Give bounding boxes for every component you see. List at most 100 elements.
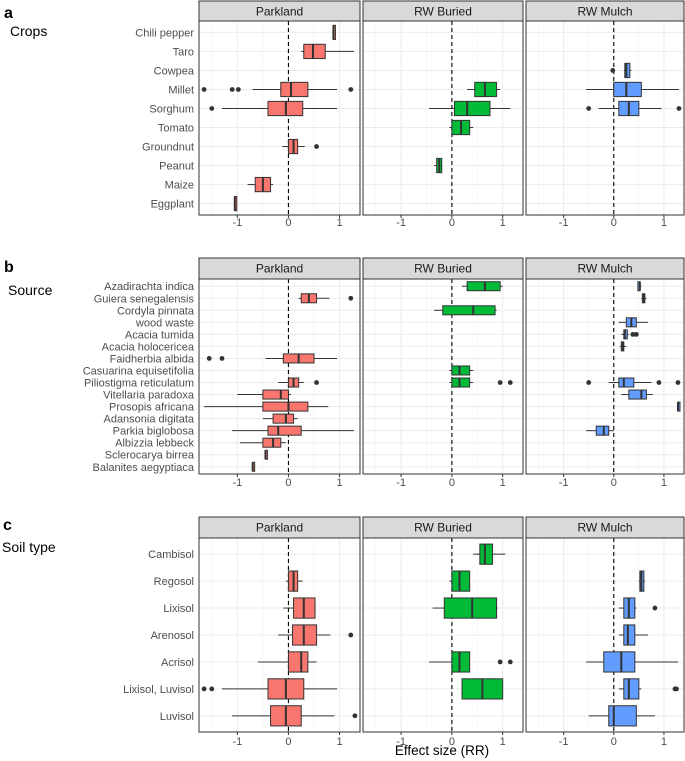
boxplot-sclerocarya-birrea	[264, 449, 268, 460]
boxplot-lixisol	[432, 597, 498, 619]
outlier-point	[586, 380, 592, 385]
category-label: Arenosol	[151, 630, 194, 642]
x-tick-label: 0	[611, 217, 617, 229]
facet-row-title: Source	[8, 282, 53, 298]
boxplot-balanites-aegyptiaca	[251, 461, 256, 472]
iqr-box	[443, 597, 498, 619]
outlier-point	[676, 106, 682, 111]
category-label: Casuarina equisetifolia	[83, 365, 195, 377]
category-label: Guiera senegalensis	[94, 293, 195, 305]
x-tick-label: -1	[232, 217, 242, 229]
facet-strip-label: RW Buried	[414, 521, 472, 535]
outlier-point	[219, 356, 225, 361]
boxplot-groundnut	[282, 138, 319, 155]
x-tick-label: 1	[336, 736, 342, 748]
category-label: Acrisol	[161, 657, 194, 669]
facet-strip-label: RW Buried	[414, 5, 472, 19]
boxplot-parkia-biglobosa	[232, 425, 354, 436]
iqr-box	[287, 651, 309, 673]
outlier-point	[348, 87, 354, 92]
iqr-box	[451, 377, 471, 388]
category-label: Parkia biglobosa	[113, 426, 195, 438]
iqr-box	[262, 389, 289, 400]
panel-background	[526, 21, 684, 215]
x-tick-label: -1	[559, 736, 569, 748]
panel-border	[362, 278, 524, 475]
x-tick-label: -1	[559, 477, 569, 489]
iqr-box	[453, 100, 491, 117]
panel-border	[362, 537, 524, 733]
boxplot-vitellaria-paradoxa	[237, 389, 291, 400]
facet-row-title: Crops	[10, 23, 47, 39]
panel-border	[198, 278, 361, 475]
boxplot-chili-pepper	[332, 24, 336, 41]
iqr-box	[623, 678, 640, 700]
category-label: Lixisol, Luvisol	[123, 684, 194, 696]
outlier-point	[314, 144, 319, 149]
category-label: Piliostigma reticulatum	[84, 378, 194, 390]
facet-row-c: c Soil type Cambisol Regosol Lixisol Arenosol…	[2, 516, 685, 748]
boxplot-guiera-senegalensis	[298, 293, 354, 304]
facet-strip-label: RW Mulch	[577, 262, 632, 276]
panel-tag: c	[3, 517, 12, 534]
x-tick-label: 0	[285, 477, 291, 489]
facet-panel: Parkland -1 0 1	[198, 257, 361, 489]
iqr-box	[442, 305, 496, 316]
x-tick-label: 0	[285, 736, 291, 748]
category-label: Acacia holocericea	[102, 341, 195, 353]
boxplot-regosol	[449, 570, 471, 592]
category-label: Cowpea	[154, 65, 195, 77]
boxplot-millet	[467, 81, 501, 98]
x-tick-label: 0	[285, 217, 291, 229]
boxplot-piliostigma-reticulatum	[278, 377, 319, 388]
panel-border	[198, 537, 361, 733]
iqr-box	[624, 62, 631, 79]
category-label: Albizzia lebbeck	[115, 438, 194, 450]
boxplot-azadirachta-indica	[637, 281, 642, 292]
facet-panel: RW Buried -1 0 1	[362, 257, 524, 489]
x-tick-label: 0	[611, 736, 617, 748]
boxplot-acrisol	[257, 651, 317, 673]
facet-panel: Parkland -1 0 1	[198, 0, 361, 229]
x-tick-label: 1	[336, 217, 342, 229]
boxplot-luvisol	[232, 705, 358, 727]
category-label: Maize	[165, 180, 194, 192]
iqr-box	[595, 425, 610, 436]
category-label: Adansonia digitata	[103, 414, 194, 426]
boxplot-faidherbia-albida	[206, 353, 337, 364]
boxplot-acacia-holocericea	[619, 341, 627, 352]
outlier-point	[229, 87, 235, 92]
x-tick-label: 1	[661, 477, 667, 489]
x-tick-label: -1	[396, 217, 406, 229]
facet-strip-label: RW Buried	[414, 262, 472, 276]
boxplot-albizzia-lebbeck	[239, 437, 286, 448]
boxplot-luvisol	[588, 705, 655, 727]
category-label: Balanites aegyptiaca	[92, 462, 194, 474]
boxplot-lixisol-luvisol	[618, 678, 679, 700]
iqr-box	[613, 81, 642, 98]
outlier-point	[633, 331, 639, 337]
boxplot-acacia-tumida	[621, 329, 639, 340]
boxplot-prosopis-africana	[204, 401, 329, 412]
boxplot-cordyla-pinnata	[434, 305, 497, 316]
outlier-point	[209, 686, 215, 692]
outlier-point	[497, 380, 503, 385]
boxplot-adansonia-digitata	[262, 413, 298, 424]
facet-panel: Parkland -1 0 1	[198, 516, 361, 748]
iqr-box	[628, 389, 647, 400]
category-label: Groundnut	[142, 142, 194, 154]
iqr-box	[451, 651, 471, 673]
x-tick-label: 0	[449, 736, 455, 748]
outlier-point	[348, 295, 354, 301]
iqr-box	[479, 543, 494, 565]
category-label: Eggplant	[151, 199, 194, 211]
x-tick-label: 1	[661, 736, 667, 748]
boxplot-vitellaria-paradoxa	[621, 389, 653, 400]
x-tick-label: -1	[232, 477, 242, 489]
x-tick-label: 1	[500, 217, 506, 229]
panel-border	[525, 537, 685, 733]
boxplot-millet	[586, 81, 679, 98]
boxplot-lixisol-luvisol	[461, 678, 504, 700]
